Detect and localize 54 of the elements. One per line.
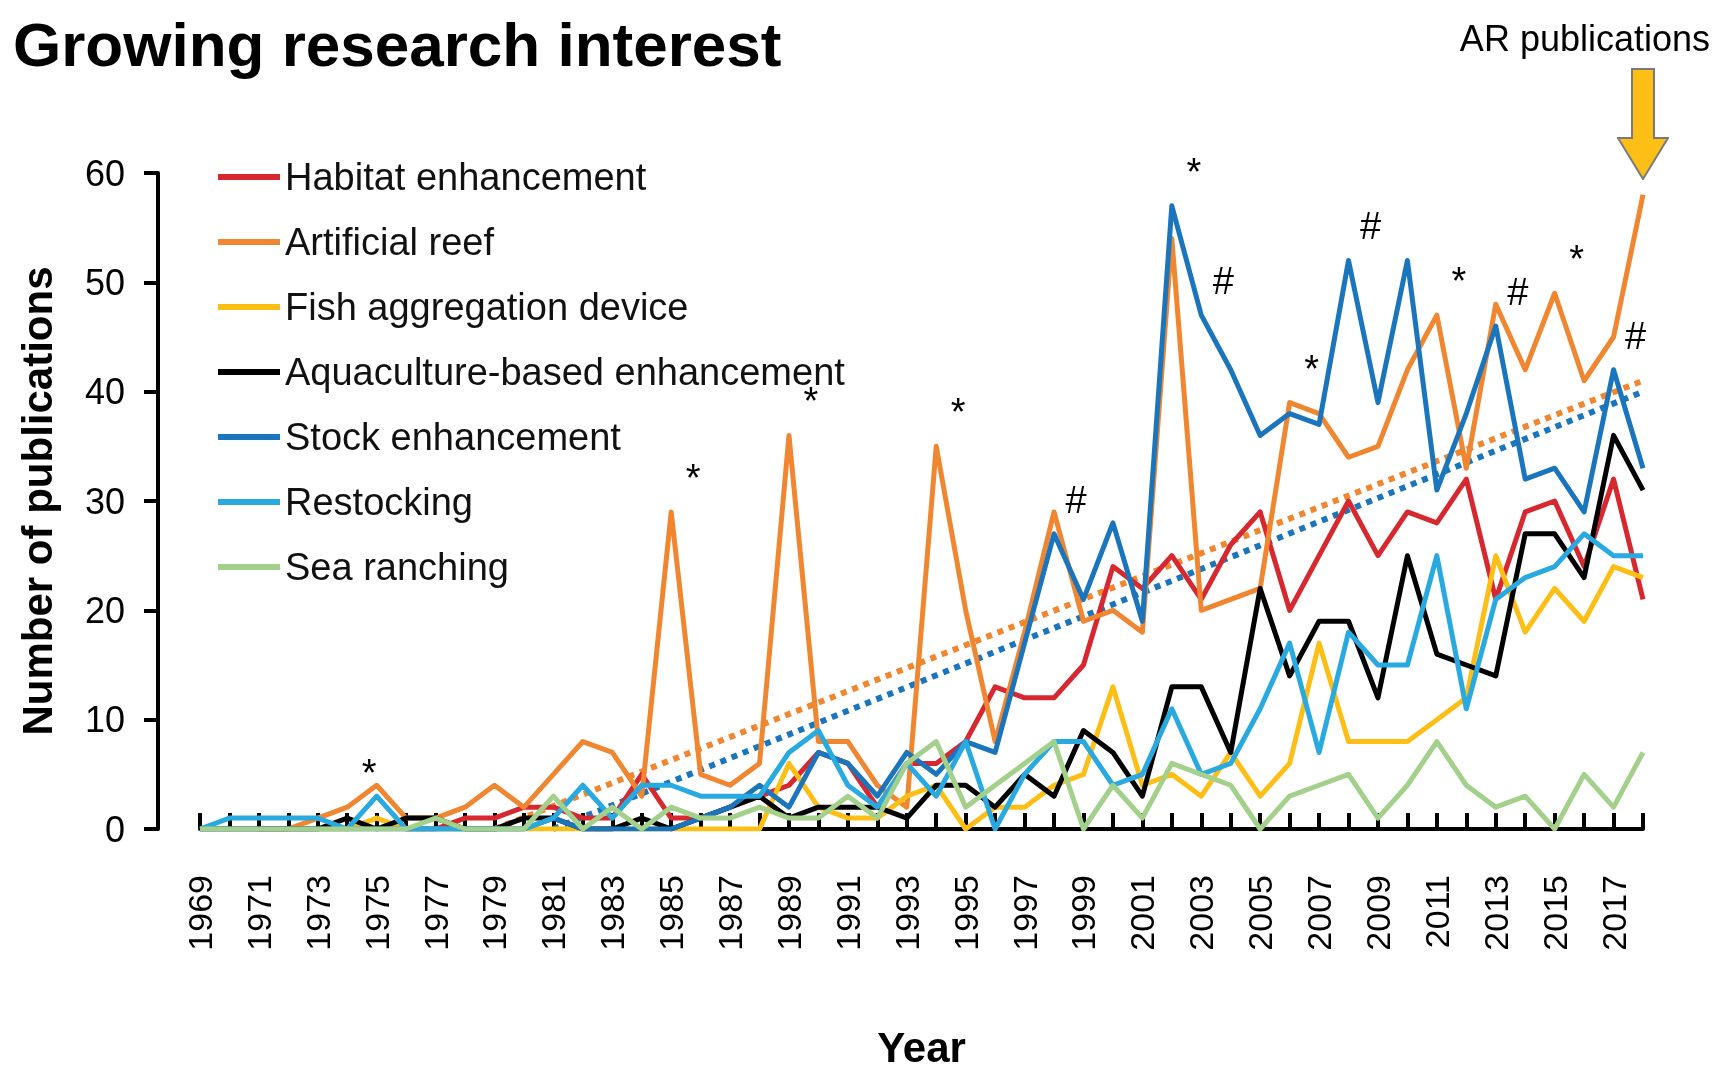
x-tick-label: 1993 — [887, 875, 926, 951]
y-tick-label: 30 — [84, 480, 125, 522]
legend-label: Artificial reef — [285, 221, 495, 263]
x-tick-label: 2003 — [1182, 875, 1221, 951]
y-tick-label: 20 — [84, 589, 125, 631]
y-tick-label: 60 — [84, 152, 125, 194]
x-tick-label: 1981 — [534, 875, 573, 951]
annotation: * — [361, 752, 377, 795]
y-tick-label: 50 — [84, 261, 125, 303]
x-tick-label: 1985 — [652, 875, 691, 951]
legend-label: Stock enhancement — [285, 416, 622, 458]
x-tick-label: 1975 — [357, 875, 396, 951]
text: AR publications — [1459, 17, 1710, 59]
chart-title: Growing research interest — [13, 9, 782, 79]
x-tick-label: 2015 — [1535, 875, 1574, 951]
x-tick-label: 1991 — [828, 875, 867, 951]
legend-label: Sea ranching — [285, 546, 509, 588]
x-axis-title: Year — [877, 1023, 966, 1071]
x-tick-label: 1995 — [946, 875, 985, 951]
annotation: * — [685, 456, 701, 499]
x-tick-label: 1999 — [1064, 875, 1103, 951]
x-tick-label: 1983 — [593, 875, 632, 951]
annotation: # — [1624, 314, 1647, 357]
x-tick-label: 2011 — [1417, 875, 1456, 949]
x-tick-label: 1973 — [298, 875, 337, 951]
annotation: * — [1304, 347, 1320, 390]
x-tick-label: 2017 — [1594, 875, 1633, 951]
x-tick-label: 1979 — [475, 875, 514, 951]
annotation: * — [1186, 150, 1202, 193]
annotation: * — [1451, 260, 1467, 303]
x-tick-label: 1997 — [1005, 875, 1044, 951]
y-tick-label: 0 — [104, 808, 125, 850]
legend-label: Fish aggregation device — [285, 286, 689, 328]
annotation: # — [1212, 260, 1234, 303]
x-tick-label: 2005 — [1241, 875, 1280, 951]
x-tick-label: 2009 — [1358, 875, 1397, 951]
x-tick-label: 1989 — [769, 875, 808, 951]
annotation: # — [1359, 205, 1382, 248]
x-tick-label: 1987 — [711, 875, 750, 951]
annotation: * — [1569, 238, 1585, 281]
x-tick-label: 2013 — [1476, 875, 1515, 951]
x-tick-label: 1971 — [239, 875, 278, 951]
annotation: # — [1507, 271, 1529, 314]
annotation: * — [950, 391, 966, 434]
y-tick-label: 40 — [84, 371, 125, 413]
legend-label: Habitat enhancement — [285, 156, 647, 198]
x-tick-label: 1969 — [181, 875, 219, 951]
x-tick-label: 2001 — [1123, 875, 1162, 951]
y-axis-title: Number of publications — [13, 266, 61, 736]
y-tick-label: 10 — [84, 699, 125, 741]
x-tick-label: 2007 — [1300, 875, 1339, 951]
x-tick-label: 1977 — [416, 875, 455, 951]
legend-label: Restocking — [285, 481, 473, 523]
annotation: # — [1065, 478, 1087, 521]
